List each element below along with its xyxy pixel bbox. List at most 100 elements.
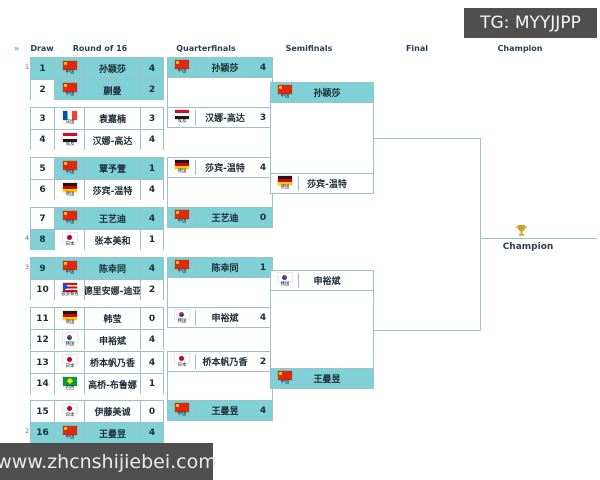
champion-line: [480, 238, 597, 239]
draw-number: 5: [31, 158, 55, 179]
player-flag-cell: 中国: [168, 60, 196, 75]
flag-country-label: 中国: [65, 218, 74, 224]
quarterfinal-entry: 德国 莎宾-温特 4: [167, 157, 273, 178]
flag-country-label: 中国: [280, 92, 289, 98]
flag-country-label: 德国: [65, 190, 74, 196]
champion-slot-label: Champion: [502, 242, 554, 252]
round16-group: 11 德国 韩莹 0 12 韩国 申裕斌 4: [30, 307, 164, 350]
round16-row: 11 德国 韩莹 0: [31, 308, 163, 329]
player-flag-cell: 巴西: [55, 374, 85, 394]
jp-flag-icon: [62, 232, 77, 242]
cn-flag-icon: [174, 210, 189, 219]
player-name: 申裕斌: [85, 330, 141, 350]
seed-number: 1: [25, 64, 29, 71]
player-name: 莎宾-温特: [307, 180, 347, 190]
player-flag-cell: 中国: [55, 80, 85, 100]
flag-country-label: 波多黎各: [60, 290, 79, 296]
cn-flag-icon: [62, 211, 77, 220]
player-score: 2: [141, 280, 163, 300]
player-score: 4: [259, 62, 267, 73]
player-name: 张本美和: [85, 230, 141, 250]
draw-number: 7: [31, 208, 55, 229]
flag-country-label: 韩国: [280, 280, 289, 286]
flag-country-label: 埃及: [177, 117, 186, 123]
round16-row: 14 巴西 高桥-布鲁娜 1: [31, 373, 163, 394]
br-flag-icon: [62, 376, 77, 386]
quarterfinal-entry: 埃及 汉娜-高达 3: [167, 107, 273, 128]
player-name: 孙颖莎: [85, 58, 141, 79]
cn-flag-icon: [174, 403, 189, 412]
draw-number: 2: [31, 80, 55, 100]
cn-flag-icon: [174, 60, 189, 69]
player-score: 4: [141, 208, 163, 229]
cn-flag-icon: [277, 85, 292, 94]
draw-number: 1: [31, 58, 55, 79]
player-flag-cell: 埃及: [168, 110, 196, 125]
player-score: 0: [259, 212, 267, 223]
watermark-site-url: www.zhcnshijiebei.com: [0, 443, 217, 480]
eg-flag-icon: [174, 110, 189, 119]
player-score: 4: [141, 330, 163, 350]
draw-number: 15: [31, 401, 55, 422]
seed-number: 3: [25, 264, 29, 271]
player-flag-cell: 韩国: [55, 330, 85, 350]
round16-row: 3 法国 袁嘉楠 3: [31, 108, 163, 129]
player-name: 阿德里安娜-迪亚兹: [85, 280, 141, 300]
jp-flag-icon: [62, 404, 77, 413]
player-score: 0: [141, 401, 163, 422]
player-name: 王曼昱: [85, 423, 141, 443]
round16-group: 3 法国 袁嘉楠 3 4 埃及 汉娜-高达 4: [30, 107, 164, 150]
player-flag-cell: 埃及: [55, 130, 85, 150]
cn-flag-icon: [62, 261, 77, 270]
player-name: 覃予萱: [85, 158, 141, 179]
player-flag-cell: 中国: [55, 58, 85, 79]
player-name: 伊藤美诚: [85, 401, 141, 422]
fr-flag-icon: [62, 111, 77, 120]
quarterfinal-entry: 日本 桥本帆乃香 2: [167, 351, 273, 372]
player-score: 4: [141, 258, 163, 279]
de-flag-icon: [277, 176, 292, 185]
player-score: 4: [259, 162, 267, 173]
player-flag-cell: 中国: [55, 258, 85, 279]
flag-country-label: 中国: [65, 268, 74, 274]
player-name: 申裕斌: [211, 314, 239, 324]
player-name: 孙颖莎: [211, 64, 239, 74]
flag-country-label: 日本: [65, 362, 74, 368]
flag-country-label: 德国: [177, 167, 186, 173]
round16-row: 5 中国 覃予萱 1: [31, 158, 163, 179]
flag-country-label: 中国: [65, 90, 74, 96]
draw-number: 8: [31, 230, 55, 250]
player-name: 王艺迪: [211, 214, 239, 224]
player-name: 陈幸同: [211, 264, 239, 274]
draw-number: 10: [31, 280, 55, 300]
quarterfinal-entry: 中国 孙颖莎 4: [167, 57, 273, 78]
round16-row: 16 中国 王曼昱 4: [31, 422, 163, 443]
draw-number: 9: [31, 258, 55, 279]
round16-group: 13 日本 桥本帆乃香 4 14 巴西 高桥-布鲁娜 1: [30, 351, 164, 394]
player-flag-cell: 法国: [55, 108, 85, 129]
round16-row: 12 韩国 申裕斌 4: [31, 329, 163, 350]
column-header-champion: Champion: [497, 44, 543, 53]
player-flag-cell: 日本: [55, 401, 85, 422]
player-flag-cell: 日本: [55, 352, 85, 373]
player-flag-cell: 德国: [271, 176, 299, 191]
round16-group: 15 日本 伊藤美诚 0 16 中国 王曼昱 4: [30, 400, 164, 443]
player-flag-cell: 韩国: [271, 273, 299, 288]
quarterfinal-entry: 韩国 申裕斌 4: [167, 307, 273, 328]
flag-country-label: 中国: [177, 67, 186, 73]
player-score: 4: [141, 352, 163, 373]
round16-row: 1 中国 孙颖莎 4: [31, 58, 163, 79]
player-name: 莎宾-温特: [205, 164, 245, 174]
flag-country-label: 日本: [65, 411, 74, 417]
player-name: 王曼昱: [313, 375, 341, 385]
de-flag-icon: [174, 160, 189, 169]
draw-number: 14: [31, 374, 55, 394]
player-name: 陈幸同: [85, 258, 141, 279]
player-score: 3: [259, 112, 267, 123]
cn-flag-icon: [62, 161, 77, 170]
round16-row: 9 中国 陈幸同 4: [31, 258, 163, 279]
round16-row: 8 日本 张本美和 1: [31, 229, 163, 250]
flag-country-label: 德国: [65, 318, 74, 324]
player-score: 1: [141, 158, 163, 179]
